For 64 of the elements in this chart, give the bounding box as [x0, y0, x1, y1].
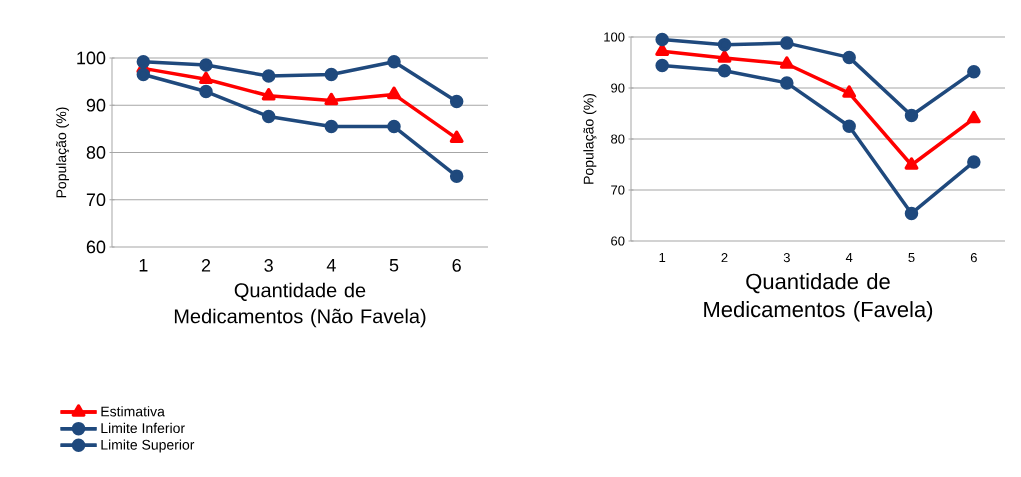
x-tick-label: 1 [659, 253, 666, 262]
point [136, 67, 151, 82]
x-tick-label: 6 [970, 253, 977, 263]
x-tick-label: 2 [201, 259, 211, 272]
point [199, 84, 213, 99]
point [842, 119, 856, 133]
x-tick-label: 3 [783, 253, 790, 263]
x-axis-title: Quantidade de Medicamentos (Favela) [704, 273, 933, 322]
point [324, 67, 339, 82]
point [904, 157, 919, 170]
legend-label: Estimativa [101, 406, 165, 417]
point [324, 119, 339, 134]
x-tick-label: 2 [721, 253, 728, 263]
y-tick-label: 100 [77, 51, 106, 65]
x-tick-label: 5 [389, 259, 399, 272]
point [967, 64, 981, 79]
y-tick-label: 80 [86, 146, 106, 159]
point [449, 169, 464, 183]
point [904, 108, 919, 123]
y-tick-label: 70 [611, 185, 625, 195]
point [779, 56, 794, 69]
point [655, 32, 669, 47]
y-tick-label: 100 [604, 32, 625, 42]
y-axis-title: População (%) [583, 93, 597, 184]
x-tick-label: 6 [452, 259, 461, 272]
x-tick-label: 4 [326, 259, 336, 272]
point [261, 88, 276, 101]
y-tick-label: 90 [86, 98, 106, 112]
point [655, 43, 670, 57]
point [717, 63, 732, 78]
y-tick-label: 70 [86, 193, 106, 207]
point [387, 119, 401, 134]
point [449, 94, 464, 109]
point [842, 50, 856, 65]
y-tick-label: 60 [611, 236, 625, 246]
legend-label: Limite Inferior [101, 422, 185, 434]
point [842, 85, 857, 98]
point [136, 55, 151, 69]
x-tick-label: 5 [908, 253, 915, 263]
point [967, 155, 981, 169]
point [655, 58, 669, 73]
point [261, 69, 276, 83]
y-tick-label: 60 [86, 240, 106, 254]
point [324, 92, 339, 106]
point [904, 206, 919, 221]
y-axis-title: População (%) [55, 107, 70, 198]
x-axis-title: Quantidade de Medicamentos (Não Favela) [174, 282, 426, 328]
point [717, 37, 732, 52]
point [966, 110, 981, 124]
point [717, 50, 732, 63]
point [780, 76, 794, 90]
x-tick-label: 3 [264, 259, 273, 272]
point [387, 55, 401, 69]
x-tick-label: 4 [845, 253, 853, 262]
legend-label: Limite Superior [101, 439, 195, 453]
y-tick-label: 80 [611, 134, 625, 144]
point [261, 109, 276, 124]
point [199, 71, 213, 85]
point [387, 86, 401, 100]
x-tick-label: 1 [139, 259, 148, 272]
y-tick-label: 90 [611, 83, 625, 93]
point [449, 130, 464, 144]
point [780, 36, 794, 50]
point [199, 58, 213, 72]
